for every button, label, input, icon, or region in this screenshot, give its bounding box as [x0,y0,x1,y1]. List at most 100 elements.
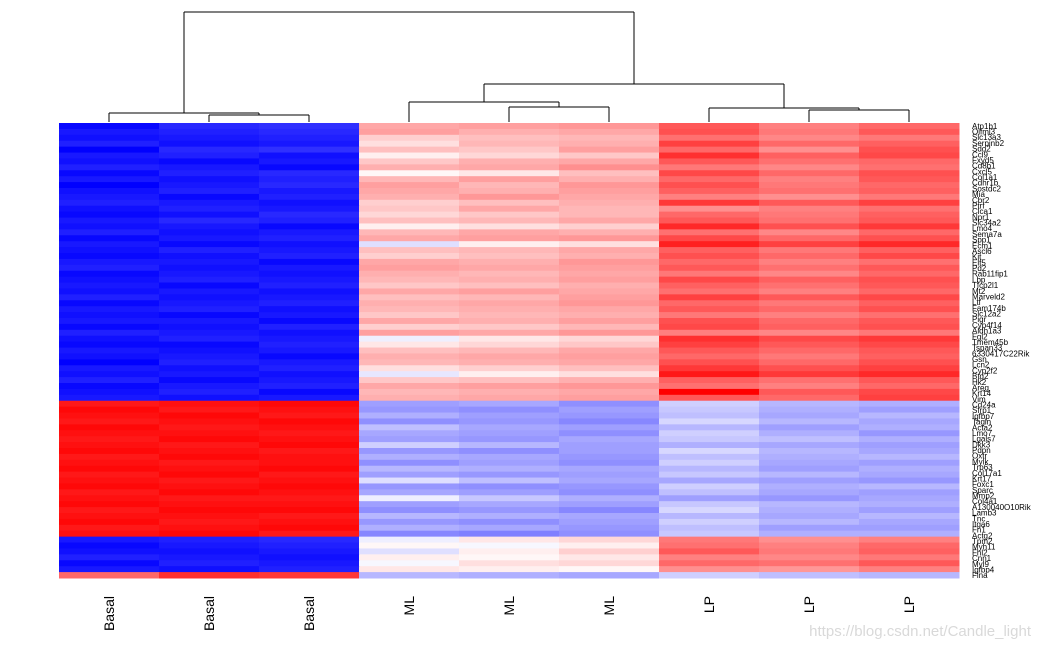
heatmap-cell [859,282,960,289]
row-label: Atp1b1 [972,122,998,131]
heatmap-cell [359,146,460,154]
heatmap-cell [159,371,260,378]
row-label: Trp63 [972,463,993,472]
row-label: Slc34a2 [972,219,1001,228]
heatmap-cell [759,270,860,278]
heatmap-cell [859,235,960,242]
heatmap-cell [59,353,160,360]
heatmap-cell [859,554,960,561]
heatmap-cell [559,229,660,236]
heatmap-cell [259,146,360,154]
heatmap-cell [259,300,360,307]
row-label: Fam174b [972,304,1006,313]
heatmap-cell [859,501,960,508]
heatmap-cell [359,442,460,449]
heatmap-cell [159,424,260,431]
heatmap-cell [759,318,860,325]
heatmap-cell [459,235,560,242]
heatmap-cell [259,312,360,319]
heatmap-cell [559,566,660,573]
row-label: Dkk3 [972,440,991,449]
heatmap-cell [859,412,960,419]
heatmap-cell [759,347,860,354]
heatmap-cell [259,465,360,473]
heatmap-cell [559,253,660,260]
heatmap-cell [259,199,360,207]
heatmap-cell [159,134,260,142]
heatmap-cell [659,306,760,313]
heatmap-cell [459,282,560,289]
heatmap-cell [859,524,960,532]
heatmap-cell [159,199,260,207]
heatmap-cell [459,306,560,313]
heatmap-cell [159,524,260,532]
heatmap-cell [459,566,560,573]
heatmap-cell [359,270,460,278]
heatmap-cell [559,424,660,431]
heatmap-cell [159,353,260,360]
heatmap-cell [759,253,860,260]
heatmap-cell [659,412,760,419]
heatmap-cell [159,229,260,236]
heatmap-cell [159,566,260,573]
heatmap-cell [659,383,760,390]
heatmap-cell [759,436,860,443]
heatmap-cell [859,365,960,372]
heatmap-cell [59,489,160,496]
row-label: Clca1 [972,207,993,216]
heatmap-cell [759,211,860,219]
heatmap-cell [659,241,760,248]
heatmap-cell [459,164,560,171]
heatmap-cell [859,489,960,496]
heatmap-cell [859,406,960,414]
heatmap-cell [559,306,660,313]
heatmap-cell [159,436,260,443]
heatmap-cell [859,341,960,349]
heatmap-cell [159,288,260,295]
heatmap-cell [59,258,160,266]
heatmap-cell [159,253,260,260]
heatmap-cell [59,501,160,508]
column-label: Basal [301,596,317,631]
heatmap-cell [759,152,860,159]
heatmap-cell [459,123,560,130]
heatmap-cell [159,536,260,544]
heatmap-cell [559,205,660,213]
heatmap-cell [159,235,260,242]
heatmap-cell [159,365,260,372]
heatmap-cell [559,270,660,278]
heatmap-cell [59,241,160,248]
heatmap-cell [159,548,260,555]
heatmap-cell [59,217,160,224]
heatmap-cell [59,394,160,402]
heatmap-cell [59,418,160,425]
heatmap-cell [659,453,760,461]
heatmap-cell [459,247,560,254]
heatmap-cell [759,554,860,561]
heatmap-cell [759,430,860,437]
heatmap-cell [859,205,960,213]
heatmap-cell [559,465,660,473]
heatmap-cell [159,188,260,195]
row-label: Tnc [972,514,985,523]
heatmap-cell [459,158,560,165]
heatmap-cell [259,170,360,177]
heatmap-cell [259,264,360,272]
heatmap-cell [259,318,360,325]
heatmap-cell [259,572,360,579]
heatmap-cell [559,335,660,343]
heatmap-cell [859,536,960,544]
heatmap-cell [359,193,460,201]
heatmap-cell [359,229,460,236]
heatmap-cell [859,318,960,325]
heatmap-cell [459,448,560,455]
heatmap-cell [159,276,260,284]
heatmap-cell [759,518,860,526]
heatmap-cell [759,442,860,449]
heatmap-cell [659,430,760,437]
heatmap-cell [159,377,260,384]
heatmap-cell [659,495,760,502]
heatmap-cell [259,400,360,408]
heatmap-cell [759,465,860,473]
heatmap-cell [459,288,560,295]
